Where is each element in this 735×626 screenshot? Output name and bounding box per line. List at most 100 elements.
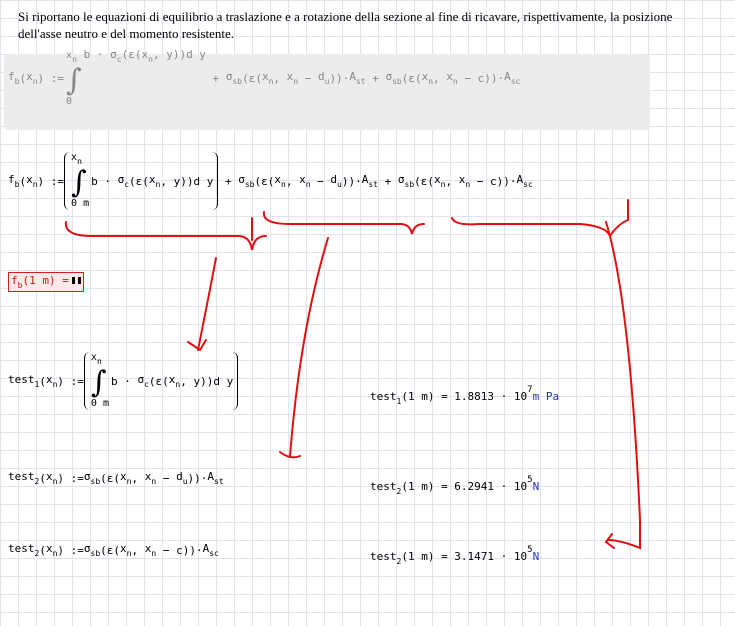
symbol: xn [46,373,57,389]
subscript: n [175,380,181,389]
symbol-base: f [11,274,18,287]
subscript: sb [244,180,255,189]
result: test1(1 m) = 1.8813 · 107m Pa [370,385,559,406]
math-text: − c))· [156,543,203,557]
math-text: − [310,174,331,188]
symbol-base: x [446,70,453,83]
subscript: n [268,77,274,86]
math-text: , y))d y [152,48,206,61]
symbol-base: A [361,173,369,186]
math-text: − [298,71,318,85]
symbol-base: A [349,70,356,83]
symbol: xn [120,542,131,558]
symbol: Asc [504,70,520,86]
exponent: 5 [527,545,533,555]
symbol: fb [8,70,19,86]
subscript: u [324,77,330,86]
math-text: + [365,71,386,85]
symbol-base: d [330,173,338,186]
subscript: sb [90,477,101,486]
math-text: ) := [37,174,65,188]
symbol-base: σ [117,173,125,186]
integral-sign: ∫ [90,365,107,400]
math-text: (ε( [401,71,422,85]
unit: N [532,550,540,563]
math-text: = [55,274,69,287]
symbol: Ast [362,173,378,189]
math-text: ( [19,174,27,188]
subscript: 2 [396,557,402,566]
symbol: xn [120,470,131,486]
subscript: 2 [396,487,402,496]
math-text: (ε( [121,48,142,61]
symbol-base: x [66,50,73,61]
subscript: c [116,55,122,64]
brace [451,199,629,239]
subscript: b [14,180,20,189]
math-text: (1 m) = 3.1471 · 10 [401,550,528,563]
symbol-base: x [90,352,97,363]
symbol-base: σ [385,70,393,83]
subscript: b [14,77,20,86]
arrow [604,221,641,550]
symbol: σsb [398,173,414,189]
subscript: n [151,549,157,558]
result: test2(1 m) = 6.2941 · 105N [370,475,539,496]
subscript: n [77,157,82,166]
symbol-base: A [202,542,210,555]
arrow [279,237,329,459]
subscript: n [52,477,58,486]
symbol: σc [110,48,122,64]
math-text: ) := [57,543,84,557]
symbol-base: x [299,173,306,186]
symbol-base: test [370,550,397,563]
symbol-base: σ [137,373,145,386]
math-text: + [378,174,398,188]
subscript: st [214,477,224,486]
symbol: test1 [370,390,401,406]
symbol: xn [446,70,457,86]
math-text: b · [110,374,138,388]
subscript: n [281,180,286,189]
symbol-base: x [141,48,149,61]
integral-group: xn ∫ 0 b · σc(ε(xn, y))d y [64,48,206,108]
symbol-base: x [458,173,466,186]
symbol-base: x [45,373,53,386]
symbol-base: x [120,542,127,555]
symbol-base: x [144,542,152,555]
symbol: xn [434,173,445,189]
math-text: (ε( [254,174,275,188]
subscript: sb [392,77,402,86]
subscript: 2 [34,477,40,486]
symbol-base: test [8,470,35,483]
upper-limit: xn [66,50,77,66]
subscript: n [293,77,299,86]
symbol-base: x [26,70,33,83]
symbol-base: x [26,173,33,186]
symbol-base: test [8,542,35,555]
subscript: n [126,477,132,486]
result: test2(1 m) = 3.1471 · 105N [370,545,539,566]
symbol: σsb [385,70,401,86]
math-text: b · [91,174,118,188]
symbol: σsb [226,70,242,86]
symbol-base: x [274,173,281,186]
symbol: xn [145,542,156,558]
math-text: (ε( [242,71,262,85]
symbol: test2 [370,480,402,496]
placeholder [71,277,75,284]
subscript: n [32,180,38,189]
exponent: 7 [527,385,533,395]
subscript: 1 [34,380,40,389]
math-text: (1 m) = 6.2941 · 10 [401,480,528,493]
math-text: − c))· [470,174,517,188]
subscript: n [428,77,434,86]
symbol: xn [149,173,160,189]
subscript: n [452,77,458,86]
math-text: , y))d y [180,374,234,388]
symbol-base: A [516,173,524,186]
subscript: n [96,357,102,366]
